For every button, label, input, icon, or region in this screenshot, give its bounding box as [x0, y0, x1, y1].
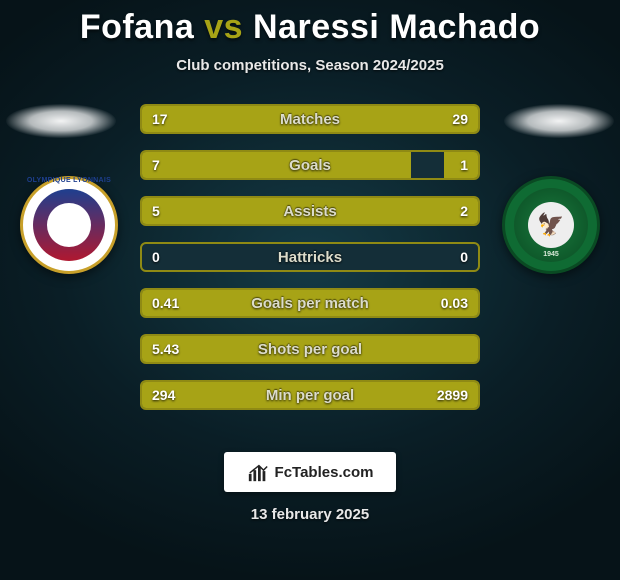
club-right-crest: 🦅 1945 — [514, 188, 588, 262]
stat-row: Min per goal2942899 — [140, 380, 480, 410]
stat-fill-right — [381, 198, 478, 224]
club-left-crest — [33, 189, 105, 261]
stat-row: Hattricks0 0 — [140, 242, 480, 272]
stat-row: Matches1729 — [140, 104, 480, 134]
stat-fill-left — [142, 382, 478, 408]
stat-fill-right — [454, 290, 478, 316]
stat-fill-left — [142, 106, 266, 132]
brand-badge: FcTables.com — [224, 452, 396, 492]
date-label: 13 february 2025 — [0, 506, 620, 523]
vs-separator: vs — [204, 8, 243, 46]
club-badge-right: 🦅 1945 — [502, 176, 600, 274]
chart-icon — [247, 461, 269, 483]
club-right-year: 1945 — [514, 251, 588, 258]
stat-bars: Matches1729 Goals71 Assists52 Hattricks0 0 Go… — [140, 104, 480, 426]
stat-row: Goals per match0.410.03 — [140, 288, 480, 318]
halo-left — [6, 104, 116, 138]
stat-row: Shots per goal5.43 — [140, 334, 480, 364]
brand-text: FcTables.com — [275, 464, 374, 481]
stat-row: Assists52 — [140, 196, 480, 226]
eagle-icon: 🦅 — [528, 202, 574, 248]
stat-value-right: 0 — [450, 244, 478, 270]
subtitle: Club competitions, Season 2024/2025 — [0, 57, 620, 74]
comparison-card: Fofana vs Naressi Machado Club competiti… — [0, 0, 620, 580]
stat-fill-left — [142, 336, 478, 362]
stat-value-left: 0 — [142, 244, 170, 270]
stat-fill-left — [142, 152, 411, 178]
stat-fill-left — [142, 290, 454, 316]
player1-name: Fofana — [80, 8, 194, 46]
page-title: Fofana vs Naressi Machado — [0, 0, 620, 47]
stat-label: Hattricks — [142, 244, 478, 270]
stat-fill-left — [142, 198, 381, 224]
player2-name: Naressi Machado — [253, 8, 540, 46]
stat-fill-right — [444, 152, 478, 178]
club-left-label: OLYMPIQUE LYONNAIS — [23, 177, 115, 184]
stat-row: Goals71 — [140, 150, 480, 180]
stats-arena: OLYMPIQUE LYONNAIS 🦅 1945 Matches1729 Goa… — [0, 104, 620, 434]
stat-fill-right — [266, 106, 478, 132]
halo-right — [504, 104, 614, 138]
club-badge-left: OLYMPIQUE LYONNAIS — [20, 176, 118, 274]
